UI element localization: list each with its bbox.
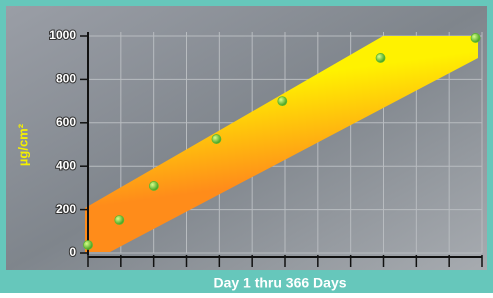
data-point [376,53,385,62]
data-point [212,135,221,144]
chart: µg/cm² Day 1 thru 366 Days 0 200 400 600 800… [0,0,493,293]
x-axis-label: Day 1 thru 366 Days [213,275,346,291]
y-tick-label: 600 [56,115,76,129]
y-axis-label: µg/cm² [15,123,30,166]
y-tick-label: 400 [56,158,76,172]
data-point [115,216,124,225]
page: {"chart_data": {"type": "scatter", "ylab… [0,0,493,293]
data-point [471,33,480,42]
y-tick-label: 200 [56,202,76,216]
y-tick-label: 1000 [49,28,76,42]
data-point [278,97,287,106]
y-tick-label: 0 [69,245,76,259]
y-tick-label: 800 [56,72,76,86]
data-point [149,181,158,190]
data-point [84,240,93,249]
